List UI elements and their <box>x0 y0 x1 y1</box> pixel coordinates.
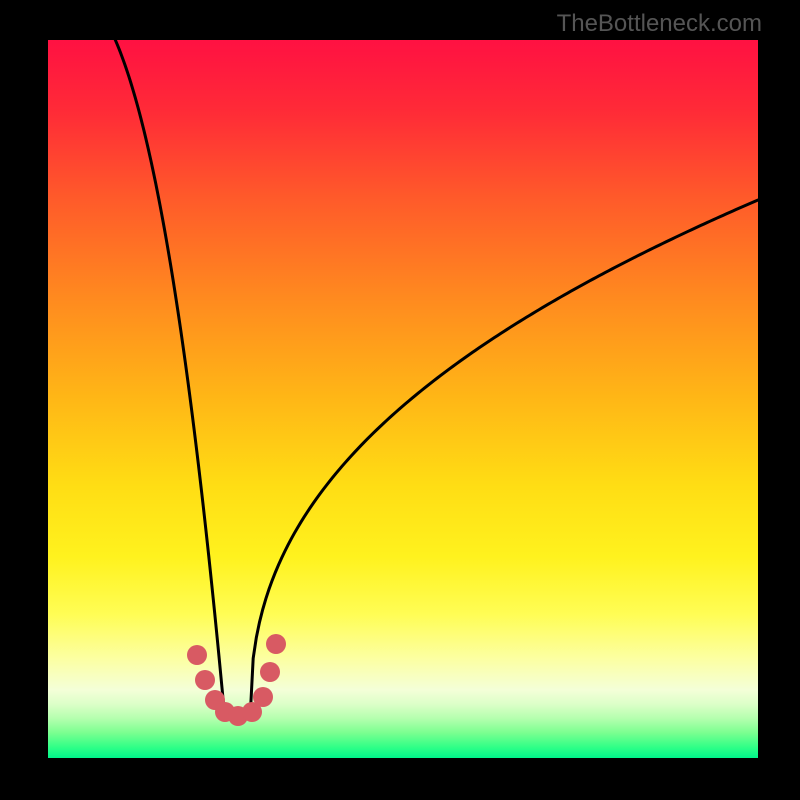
marker-point <box>253 687 273 707</box>
chart-overlay <box>0 0 800 800</box>
marker-point <box>187 645 207 665</box>
curve-right <box>250 200 758 720</box>
marker-cluster <box>187 634 286 726</box>
marker-point <box>195 670 215 690</box>
marker-point <box>260 662 280 682</box>
watermark-text: TheBottleneck.com <box>557 10 762 38</box>
curve-left <box>48 0 225 720</box>
marker-point <box>266 634 286 654</box>
